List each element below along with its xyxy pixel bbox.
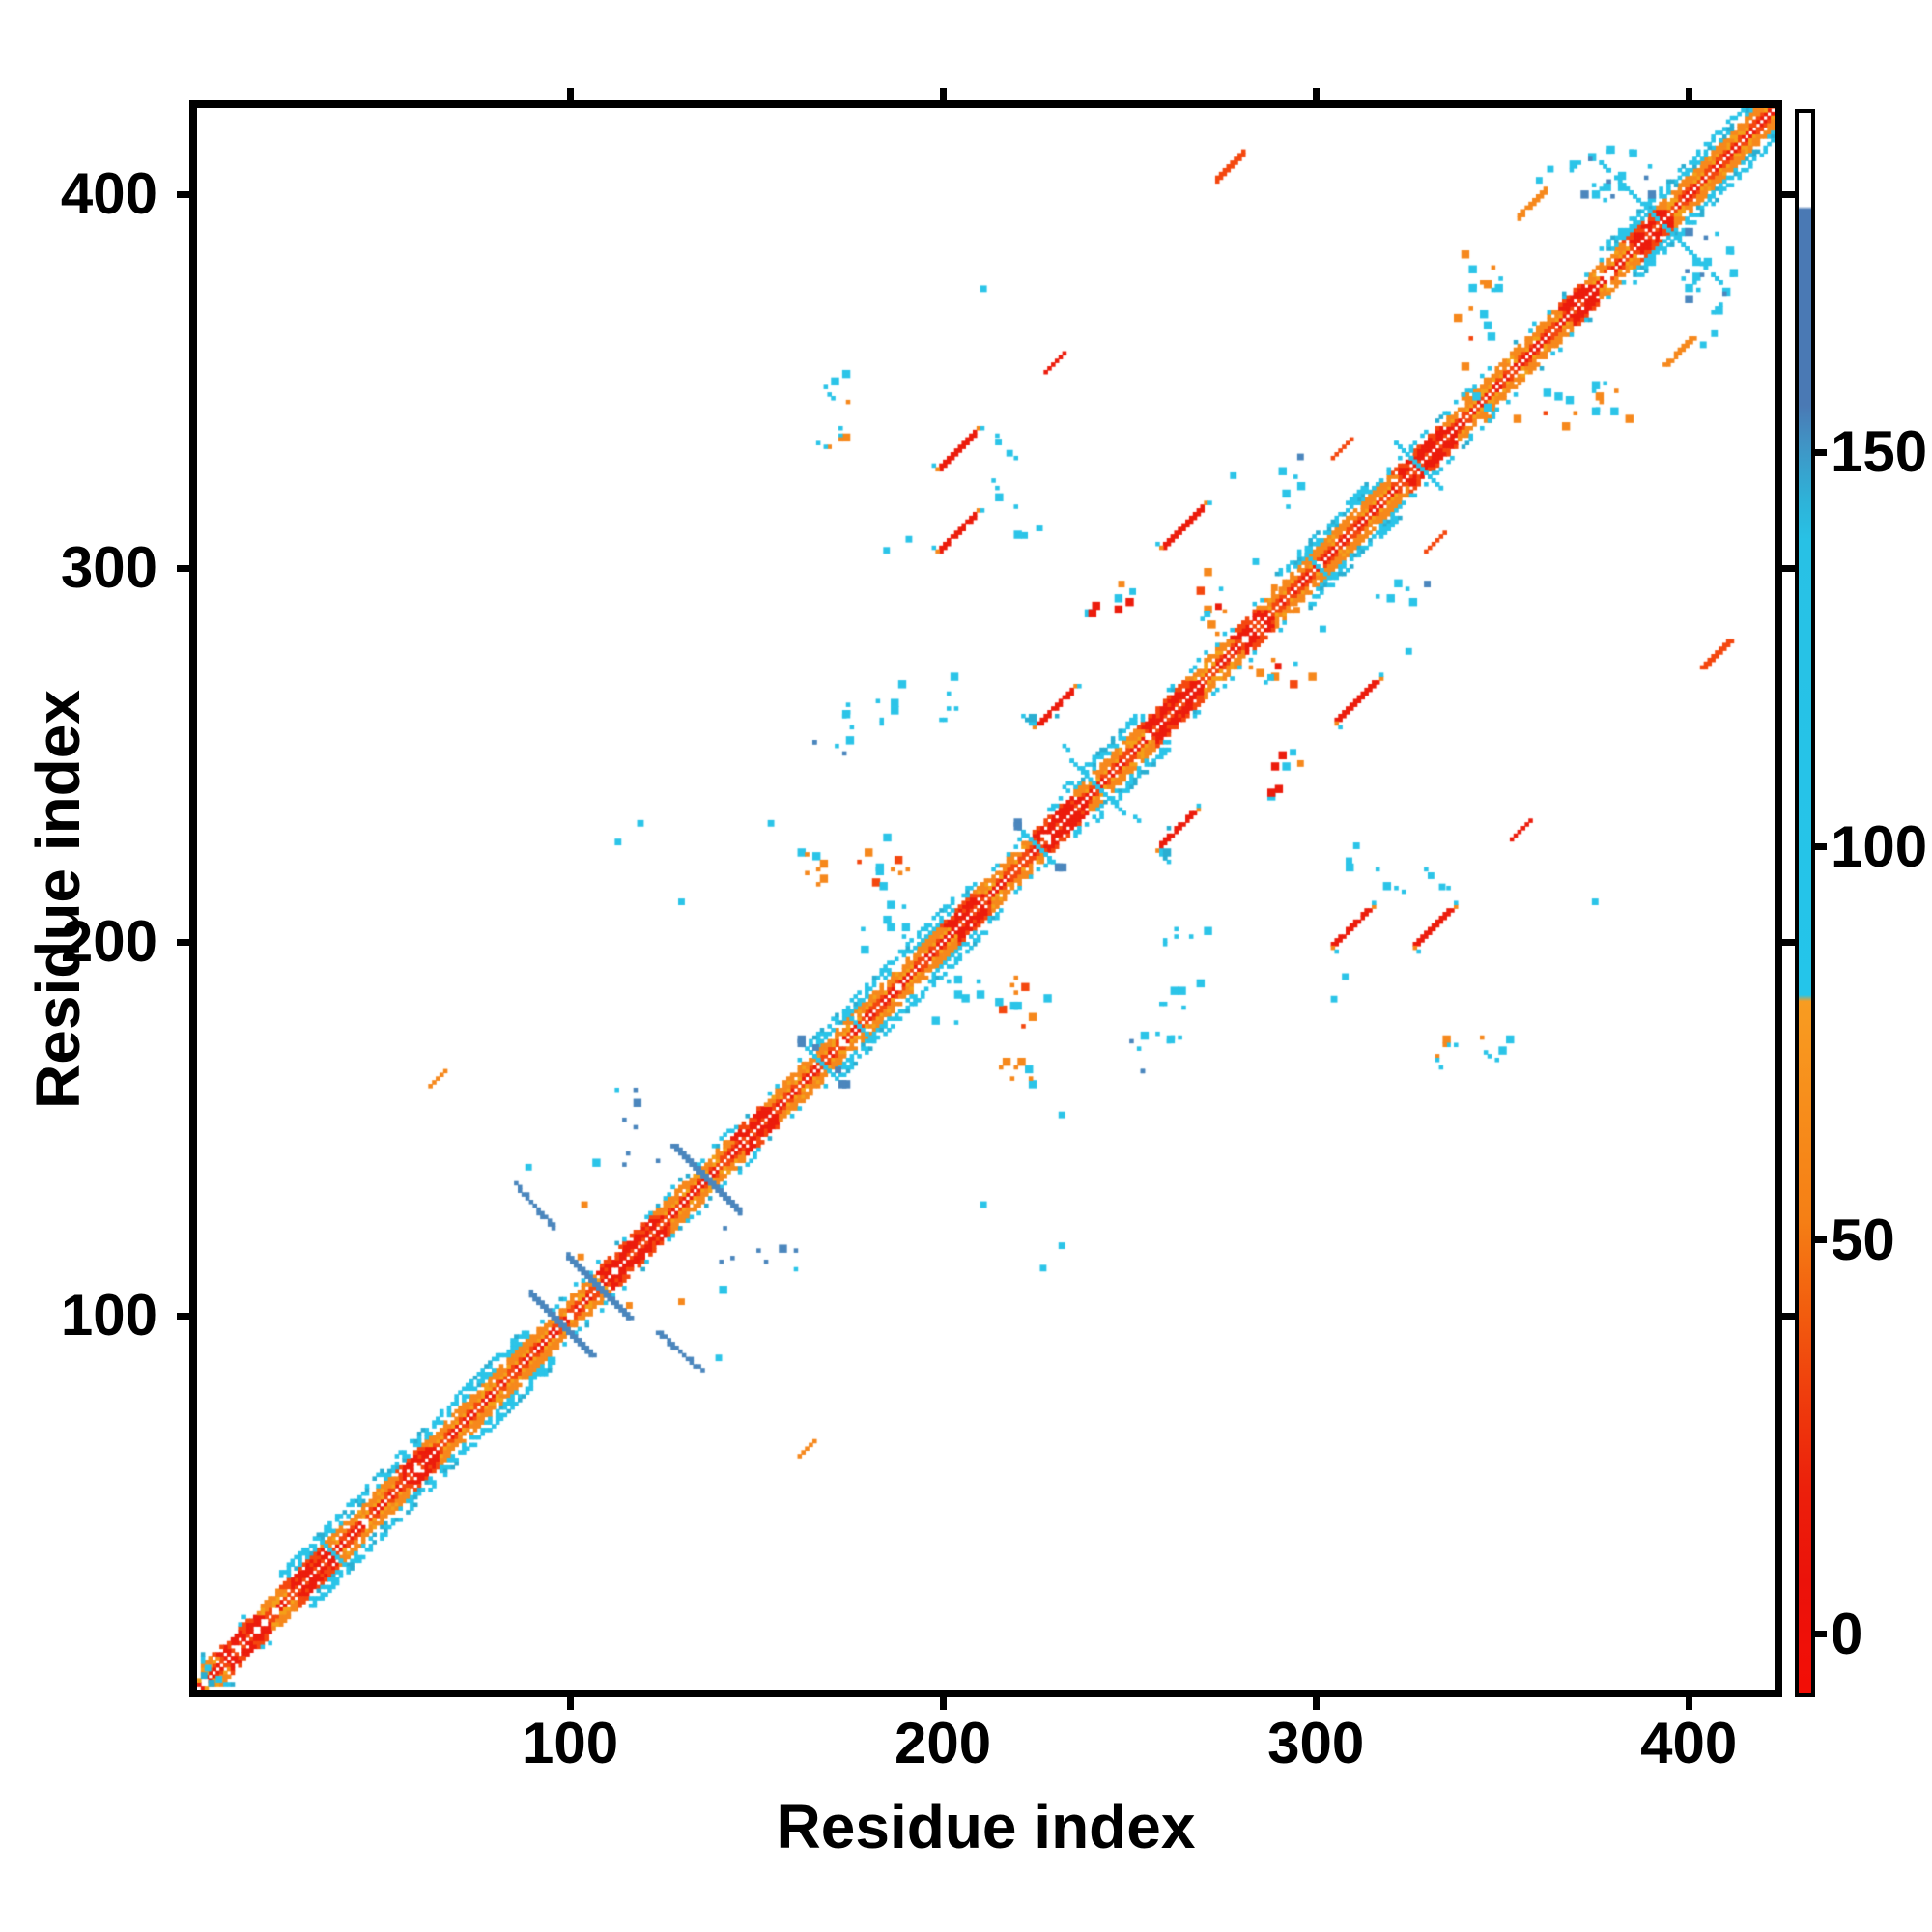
tick-mark xyxy=(566,1697,574,1710)
tick-mark xyxy=(177,190,189,198)
tick-label: 400 xyxy=(60,161,157,226)
colorbar xyxy=(1795,109,1815,1697)
tick-mark xyxy=(939,88,947,100)
colorbar-tick-label: 0 xyxy=(1831,1601,1863,1666)
tick-mark xyxy=(177,1312,189,1320)
colorbar-tick-mark xyxy=(1813,1631,1827,1638)
colorbar-tick-mark xyxy=(1813,448,1827,456)
heatmap-canvas xyxy=(197,108,1775,1690)
tick-mark xyxy=(1312,1697,1320,1710)
tick-mark xyxy=(177,564,189,572)
colorbar-gradient xyxy=(1799,113,1811,1693)
tick-mark xyxy=(1685,1697,1692,1710)
tick-mark xyxy=(939,1697,947,1710)
tick-mark xyxy=(1312,88,1320,100)
tick-label: 400 xyxy=(1640,1711,1738,1776)
colorbar-tick-label: 150 xyxy=(1831,419,1928,485)
tick-label: 100 xyxy=(521,1711,619,1776)
tick-mark xyxy=(1782,938,1795,946)
tick-label: 100 xyxy=(60,1283,157,1348)
colorbar-tick-mark xyxy=(1813,843,1827,851)
x-axis-title: Residue index xyxy=(776,1792,1196,1861)
tick-label: 200 xyxy=(895,1711,992,1776)
tick-mark xyxy=(1782,1312,1795,1320)
tick-label: 200 xyxy=(60,909,157,974)
tick-mark xyxy=(566,88,574,100)
y-axis-title: Residue index xyxy=(23,689,93,1109)
colorbar-tick-mark xyxy=(1813,1236,1827,1244)
tick-mark xyxy=(1782,564,1795,572)
colorbar-tick-label: 50 xyxy=(1831,1207,1895,1272)
tick-label: 300 xyxy=(1267,1711,1365,1776)
tick-mark xyxy=(177,938,189,946)
tick-mark xyxy=(1685,88,1692,100)
tick-label: 300 xyxy=(60,535,157,600)
colorbar-tick-label: 100 xyxy=(1831,813,1928,879)
tick-mark xyxy=(1782,190,1795,198)
